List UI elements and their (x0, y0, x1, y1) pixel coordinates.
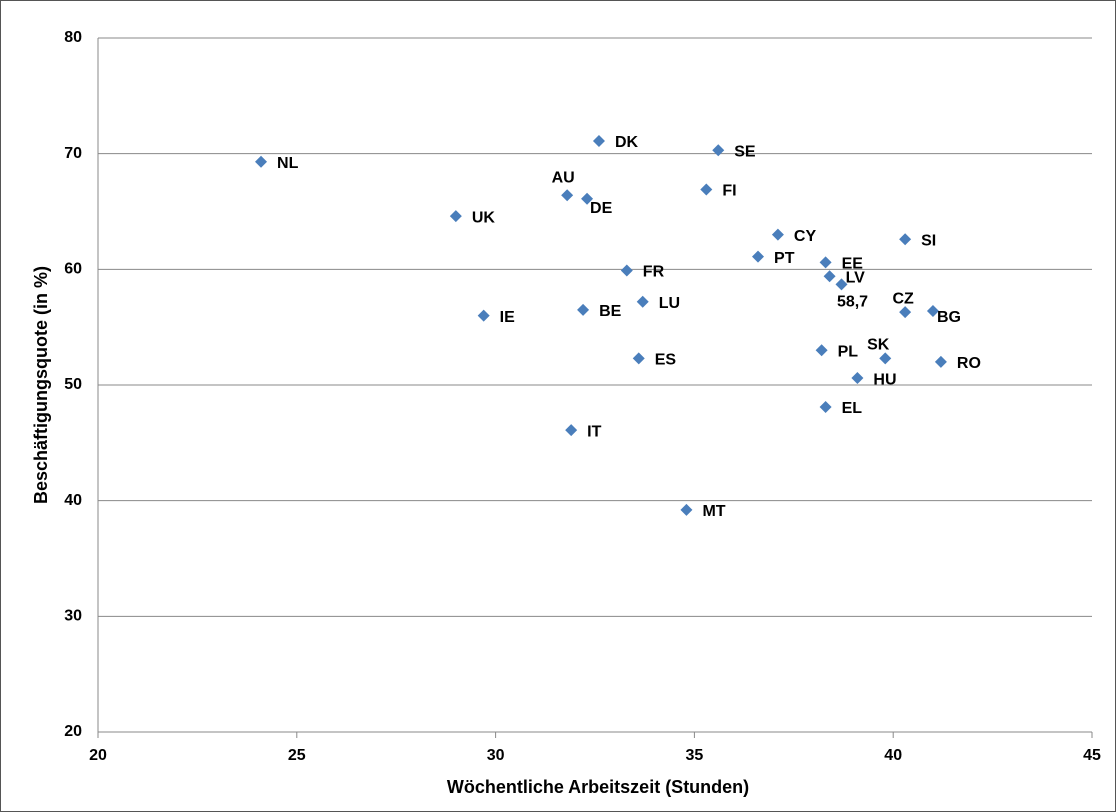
y-tick-label: 30 (64, 608, 82, 625)
point-label: IE (500, 309, 515, 326)
point-label: EE (842, 256, 864, 273)
y-tick-label: 40 (64, 492, 82, 509)
point-label: HU (873, 371, 896, 388)
point-label: UK (472, 209, 496, 226)
point-label: RO (957, 355, 981, 372)
data-point (636, 295, 649, 308)
point-label: BE (599, 303, 622, 320)
point-label: SI (921, 232, 936, 249)
point-label: SE (734, 143, 756, 160)
point-label: PL (838, 344, 859, 361)
point-label: LV (846, 269, 866, 286)
data-point (879, 352, 892, 365)
y-tick-label: 20 (64, 723, 82, 740)
y-tick-label: 70 (64, 145, 82, 162)
data-point (819, 256, 832, 269)
x-axis-title: Wöchentliche Arbeitszeit (Stunden) (447, 777, 749, 797)
data-point (771, 228, 784, 241)
data-point (899, 306, 912, 319)
point-label: AU (552, 170, 575, 187)
x-tick-label: 40 (884, 747, 902, 764)
point-label: IT (587, 423, 601, 440)
data-point (823, 270, 836, 283)
point-label: BG (937, 309, 961, 326)
point-label: EL (842, 400, 863, 417)
data-point (561, 189, 574, 202)
data-point (449, 210, 462, 223)
data-point (577, 303, 590, 316)
y-tick-label: 80 (64, 29, 82, 46)
point-label: FI (722, 183, 736, 200)
data-point (700, 183, 713, 196)
x-tick-label: 30 (487, 747, 505, 764)
y-axis-title: Beschäftigungsquote (in %) (31, 266, 51, 504)
point-label: CY (794, 228, 817, 245)
data-point (592, 134, 605, 147)
data-point (581, 192, 594, 205)
y-tick-label: 60 (64, 261, 82, 278)
x-tick-label: 20 (89, 747, 107, 764)
point-label: PT (774, 250, 795, 267)
point-label: FR (643, 264, 665, 281)
point-label: DE (590, 200, 613, 217)
x-tick-label: 45 (1083, 747, 1101, 764)
data-point (620, 264, 633, 277)
data-point (752, 250, 765, 263)
data-point (926, 304, 939, 317)
x-tick-label: 25 (288, 747, 306, 764)
point-label: CZ (892, 290, 914, 307)
data-point (934, 355, 947, 368)
point-label: DK (615, 134, 639, 151)
point-label: SK (867, 337, 890, 354)
data-point (835, 278, 848, 291)
data-point (899, 233, 912, 246)
point-label: ES (655, 352, 677, 369)
x-tick-label: 35 (686, 747, 704, 764)
point-label: MT (702, 503, 725, 520)
point-label: LU (659, 295, 680, 312)
data-point (565, 424, 578, 437)
data-point (712, 144, 725, 157)
data-point (851, 372, 864, 385)
data-point (819, 400, 832, 413)
data-point (632, 352, 645, 365)
y-tick-label: 50 (64, 376, 82, 393)
point-label: 58,7 (837, 294, 868, 311)
point-label: NL (277, 155, 299, 172)
data-point (815, 344, 828, 357)
data-point (680, 503, 693, 516)
data-point (477, 309, 490, 322)
data-point (255, 155, 268, 168)
